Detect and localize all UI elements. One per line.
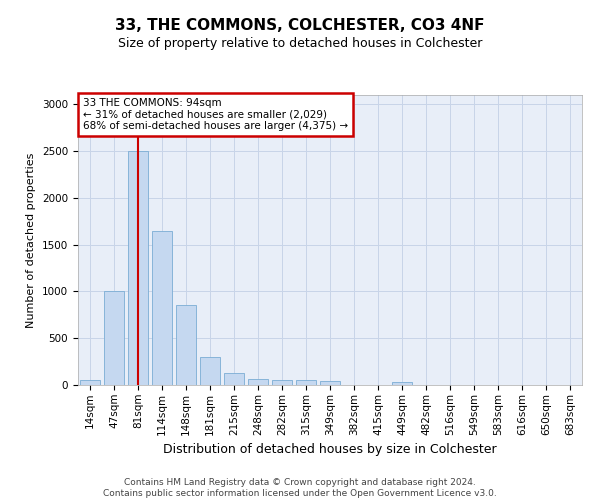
Text: Contains HM Land Registry data © Crown copyright and database right 2024.
Contai: Contains HM Land Registry data © Crown c… [103, 478, 497, 498]
Text: Size of property relative to detached houses in Colchester: Size of property relative to detached ho… [118, 38, 482, 51]
Bar [176, 306, 196, 385]
Bar [104, 292, 124, 385]
Bar [296, 380, 316, 385]
Bar [80, 380, 100, 385]
Bar [128, 151, 148, 385]
Bar [392, 382, 412, 385]
Y-axis label: Number of detached properties: Number of detached properties [26, 152, 37, 328]
X-axis label: Distribution of detached houses by size in Colchester: Distribution of detached houses by size … [163, 443, 497, 456]
Text: 33 THE COMMONS: 94sqm
← 31% of detached houses are smaller (2,029)
68% of semi-d: 33 THE COMMONS: 94sqm ← 31% of detached … [83, 98, 348, 131]
Bar [152, 230, 172, 385]
Bar [224, 373, 244, 385]
Bar [272, 380, 292, 385]
Bar [248, 379, 268, 385]
Bar [200, 357, 220, 385]
Bar [320, 382, 340, 385]
Text: 33, THE COMMONS, COLCHESTER, CO3 4NF: 33, THE COMMONS, COLCHESTER, CO3 4NF [115, 18, 485, 32]
